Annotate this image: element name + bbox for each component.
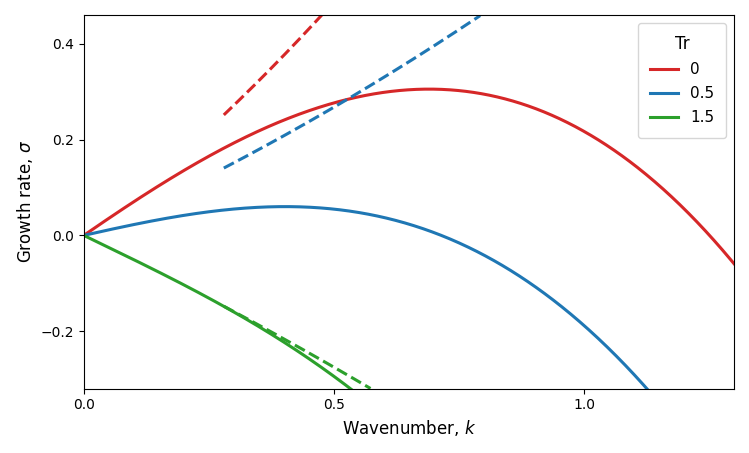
Legend: 0, 0.5, 1.5: 0, 0.5, 1.5 [638, 23, 727, 138]
X-axis label: Wavenumber, $k$: Wavenumber, $k$ [342, 418, 476, 438]
Y-axis label: Growth rate, $\sigma$: Growth rate, $\sigma$ [15, 140, 35, 264]
